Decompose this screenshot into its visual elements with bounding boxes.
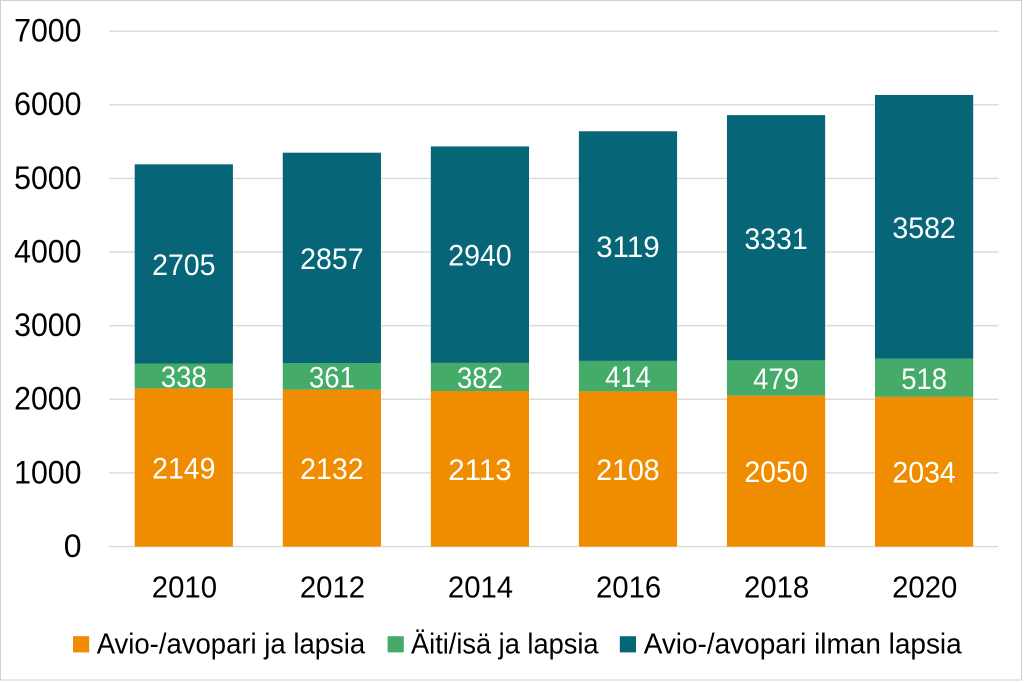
svg-text:338: 338 bbox=[161, 361, 207, 394]
svg-text:3331: 3331 bbox=[744, 223, 807, 256]
svg-text:4000: 4000 bbox=[14, 233, 81, 269]
svg-text:518: 518 bbox=[901, 363, 947, 396]
svg-text:6000: 6000 bbox=[14, 86, 81, 122]
svg-text:2020: 2020 bbox=[892, 570, 957, 604]
svg-text:3119: 3119 bbox=[596, 231, 659, 264]
svg-text:3000: 3000 bbox=[14, 307, 81, 343]
svg-text:Avio-/avopari ja lapsia: Avio-/avopari ja lapsia bbox=[97, 628, 366, 660]
svg-text:2014: 2014 bbox=[448, 570, 513, 604]
svg-text:2034: 2034 bbox=[892, 457, 955, 490]
svg-text:2050: 2050 bbox=[744, 456, 807, 489]
svg-text:2857: 2857 bbox=[300, 243, 363, 276]
svg-text:2940: 2940 bbox=[448, 240, 511, 273]
svg-text:0: 0 bbox=[64, 528, 82, 564]
svg-text:2108: 2108 bbox=[596, 454, 659, 487]
svg-text:Avio-/avopari ilman lapsia: Avio-/avopari ilman lapsia bbox=[644, 628, 962, 660]
svg-text:2113: 2113 bbox=[448, 454, 511, 487]
svg-text:479: 479 bbox=[753, 363, 799, 396]
svg-text:2705: 2705 bbox=[152, 249, 215, 282]
svg-text:3582: 3582 bbox=[892, 212, 955, 245]
svg-text:2012: 2012 bbox=[300, 570, 365, 604]
svg-text:5000: 5000 bbox=[14, 160, 81, 196]
svg-text:2018: 2018 bbox=[744, 570, 809, 604]
svg-text:Äiti/isä ja lapsia: Äiti/isä ja lapsia bbox=[411, 628, 599, 660]
svg-text:2132: 2132 bbox=[300, 453, 363, 486]
svg-text:361: 361 bbox=[309, 361, 355, 394]
svg-text:2000: 2000 bbox=[14, 381, 81, 417]
svg-text:1000: 1000 bbox=[14, 454, 81, 490]
svg-text:382: 382 bbox=[457, 362, 503, 395]
svg-text:414: 414 bbox=[605, 361, 651, 394]
svg-text:2016: 2016 bbox=[596, 570, 661, 604]
svg-text:2149: 2149 bbox=[152, 452, 215, 485]
svg-text:7000: 7000 bbox=[14, 13, 81, 49]
svg-text:2010: 2010 bbox=[152, 570, 217, 604]
